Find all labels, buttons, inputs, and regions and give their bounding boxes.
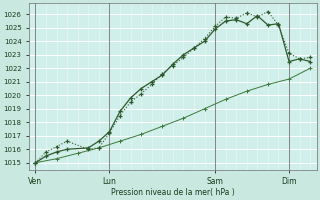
X-axis label: Pression niveau de la mer( hPa ): Pression niveau de la mer( hPa ) [111,188,235,197]
